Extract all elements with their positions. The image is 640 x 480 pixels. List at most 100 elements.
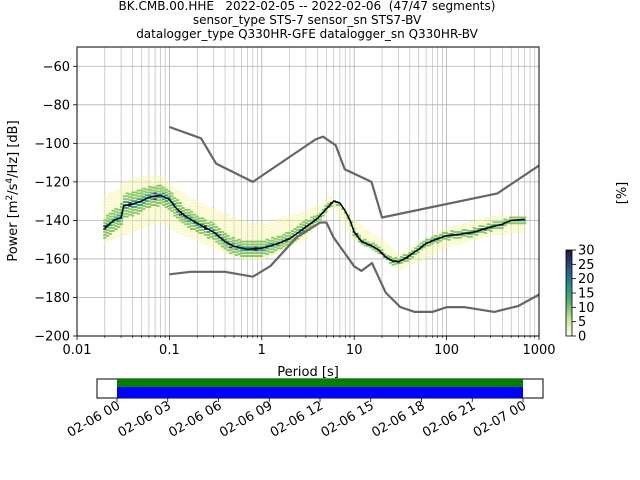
pdf-cell — [268, 251, 272, 254]
pdf-cell — [122, 206, 127, 209]
pdf-cell — [148, 211, 152, 214]
pdf-cell — [497, 221, 502, 224]
pdf-cell — [461, 229, 465, 232]
chart-title-line-3: datalogger_type Q330HR-GFE datalogger_sn… — [136, 27, 478, 41]
pdf-cell — [136, 180, 141, 183]
pdf-cell — [178, 228, 182, 231]
pdf-cell — [184, 214, 188, 217]
pdf-cell — [514, 222, 518, 225]
pdf-cell — [212, 229, 216, 232]
pdf-cell — [262, 252, 266, 255]
pdf-cell — [371, 239, 376, 242]
pdf-cell — [478, 228, 482, 231]
pdf-cell — [268, 242, 272, 245]
pdf-cell — [117, 220, 121, 223]
pdf-cell — [413, 258, 418, 261]
pdf-cell — [212, 211, 216, 214]
pdf-cell — [156, 219, 160, 222]
pdf-cell — [125, 224, 129, 227]
pdf-cell — [201, 229, 205, 232]
colorbar-tick-label: 25 — [578, 258, 595, 273]
y-label-part-3: /Hz] [dB] — [6, 120, 21, 178]
pdf-cell — [198, 203, 202, 206]
pdf-cell — [259, 223, 264, 226]
pdf-cell — [128, 181, 132, 184]
pdf-cell — [156, 204, 160, 207]
pdf-cell — [220, 233, 224, 236]
pdf-cell — [201, 205, 205, 208]
pdf-cell — [520, 230, 524, 233]
pdf-cell — [131, 208, 135, 211]
pdf-cell — [195, 209, 199, 212]
pdf-cell — [338, 206, 342, 209]
pdf-cell — [161, 186, 166, 189]
pdf-cell — [128, 216, 132, 219]
pdf-cell — [156, 210, 160, 213]
pdf-cell — [142, 225, 146, 228]
pdf-cell — [161, 180, 166, 183]
pdf-cell — [139, 195, 143, 198]
pdf-cell — [159, 216, 163, 219]
pdf-cell — [276, 235, 280, 238]
pdf-cell — [310, 207, 314, 210]
pdf-cell — [131, 214, 135, 217]
pdf-cell — [167, 184, 171, 187]
pdf-cell — [313, 227, 317, 230]
pdf-cell — [167, 219, 171, 222]
pdf-cell — [259, 249, 264, 252]
pdf-cell — [173, 211, 177, 214]
pdf-cell — [206, 222, 210, 225]
colorbar-tick-label: 15 — [578, 287, 595, 302]
pdf-cell — [338, 203, 342, 206]
pdf-cell — [346, 226, 350, 229]
pdf-cell — [184, 226, 188, 229]
pdf-cell — [268, 239, 272, 242]
pdf-cell — [111, 206, 115, 209]
timeline-tick-label: 02-06 15 — [319, 398, 377, 440]
pdf-cell — [161, 192, 166, 195]
pdf-cell — [240, 231, 244, 234]
pdf-cell — [170, 192, 174, 195]
pdf-cell — [455, 228, 460, 231]
pdf-cell — [257, 226, 261, 229]
pdf-cell — [282, 222, 286, 225]
pdf-cell — [173, 200, 177, 203]
pdf-cell — [108, 195, 113, 198]
pdf-cell — [481, 219, 485, 222]
pdf-cell — [136, 221, 141, 224]
pdf-cell — [139, 180, 143, 183]
pdf-cell — [184, 211, 188, 214]
pdf-cell — [128, 187, 132, 190]
pdf-cell — [276, 221, 280, 224]
pdf-cell — [145, 203, 149, 206]
pdf-cell — [360, 236, 364, 239]
pdf-cell — [265, 232, 269, 235]
pdf-cell — [161, 218, 166, 221]
pdf-cell — [106, 197, 110, 200]
pdf-cell — [223, 221, 227, 224]
pdf-cell — [117, 200, 121, 203]
pdf-cell — [220, 228, 224, 231]
pdf-cell — [523, 222, 527, 225]
pdf-cell — [150, 183, 155, 186]
pdf-cell — [349, 218, 353, 221]
pdf-cell — [161, 221, 166, 224]
pdf-cell — [461, 231, 465, 234]
pdf-cell — [125, 227, 129, 230]
pdf-cell — [223, 235, 227, 238]
pdf-cell — [271, 245, 275, 248]
pdf-cell — [229, 234, 233, 237]
pdf-cell — [481, 233, 485, 236]
pdf-cell — [492, 229, 496, 232]
pdf-cell — [153, 192, 157, 195]
pdf-cell — [287, 220, 292, 223]
pdf-cell — [203, 216, 208, 219]
pdf-cell — [489, 218, 493, 221]
pdf-cell — [346, 223, 350, 226]
pdf-cell — [245, 240, 250, 243]
pdf-cell — [511, 216, 516, 219]
pdf-cell — [122, 201, 127, 204]
pdf-cell — [189, 202, 194, 205]
pdf-cell — [271, 254, 275, 257]
pdf-cell — [114, 199, 118, 202]
